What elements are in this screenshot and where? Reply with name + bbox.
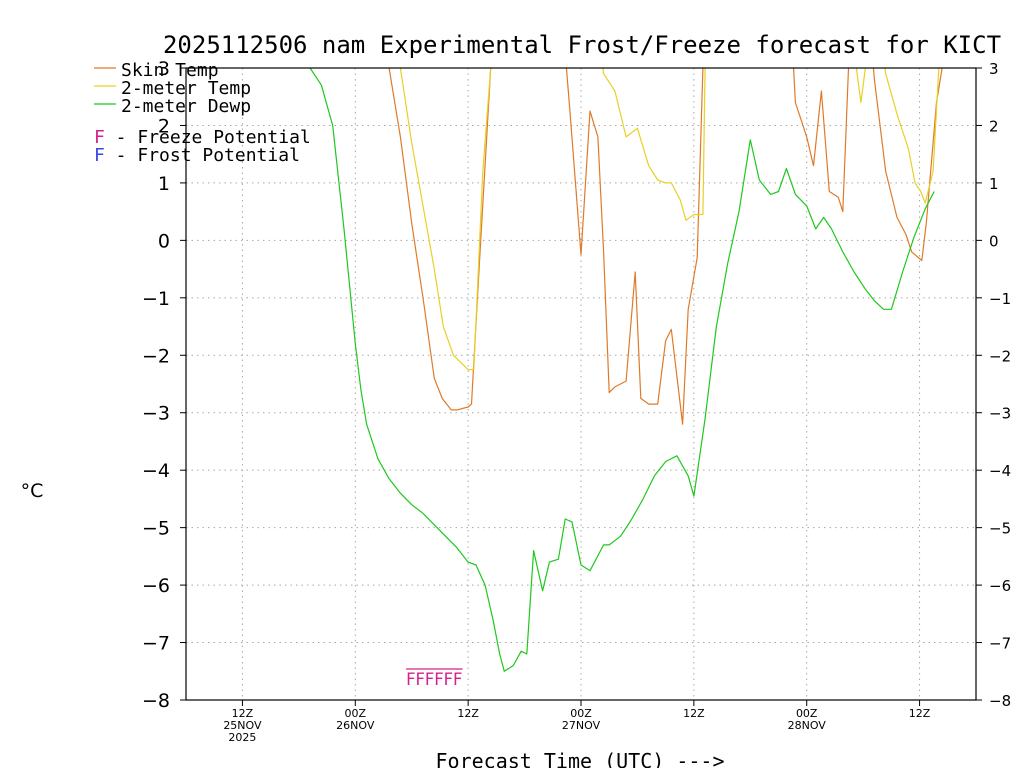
y-tick-label-right: 3 <box>989 60 999 78</box>
y-tick-label-right: −7 <box>989 635 1011 653</box>
x-tick-label: 27NOV <box>562 719 601 732</box>
y-tick-label: 3 <box>158 58 170 80</box>
y-tick-label: −3 <box>142 403 170 425</box>
y-tick-label-right: −3 <box>989 405 1011 423</box>
x-tick-label: 12Z <box>457 707 479 720</box>
x-tick-label: 2025 <box>228 731 256 744</box>
y-axis-right: 3 2 1 0 −1 −2 −3 −4 −5 −6 −7 −8 <box>976 60 1011 710</box>
y-tick-label: −2 <box>142 345 170 367</box>
y-tick-label-right: −5 <box>989 520 1011 538</box>
freeze-markers: FFFFFF <box>406 668 463 690</box>
x-axis-label: Forecast Time (UTC) ---> <box>436 749 725 768</box>
x-tick-label: 12Z <box>232 707 254 720</box>
y-tick-label: −6 <box>142 575 170 597</box>
legend-label: Skin Temp <box>121 60 219 81</box>
y-tick-label: −5 <box>142 518 170 540</box>
y-tick-label-right: 2 <box>989 117 999 135</box>
grid-lines <box>186 68 976 700</box>
x-tick-label: 12Z <box>909 707 931 720</box>
y-tick-label-right: −1 <box>989 290 1011 308</box>
legend-label: 2-meter Temp <box>121 78 251 99</box>
legend-marker: F <box>94 145 105 166</box>
y-axis-label: °C <box>21 480 44 502</box>
x-tick-label: 12Z <box>683 707 705 720</box>
series-line-skin-temp <box>388 68 943 425</box>
x-tick-label: 00Z <box>570 707 592 720</box>
legend-label: F - Freeze Potential <box>94 127 311 148</box>
y-tick-label: −4 <box>142 460 170 482</box>
legend-label: 2-meter Dewp <box>121 96 251 117</box>
freeze-marker-text: FFFFFF <box>406 670 462 690</box>
legend-marker-label: - Frost Potential <box>105 145 300 166</box>
x-tick-label: 00Z <box>796 707 818 720</box>
y-tick-label: −1 <box>142 288 170 310</box>
series-line-2-meter-temp <box>399 68 940 371</box>
legend-label: F - Frost Potential <box>94 145 300 166</box>
chart-title: 2025112506 nam Experimental Frost/Freeze… <box>163 31 1001 59</box>
y-tick-label: 2 <box>158 115 170 137</box>
y-tick-label: −7 <box>142 633 170 655</box>
y-tick-label-right: 1 <box>989 175 999 193</box>
y-tick-label-right: 0 <box>989 232 999 250</box>
y-tick-label: 0 <box>158 230 170 252</box>
y-axis-left: 3 2 1 0 −1 −2 −3 −4 −5 −6 −7 −8 <box>142 58 186 712</box>
y-tick-label: −8 <box>142 690 170 712</box>
y-tick-label-right: −8 <box>989 692 1011 710</box>
y-tick-label-right: −4 <box>989 462 1011 480</box>
y-tick-label-right: −2 <box>989 347 1011 365</box>
legend-marker: F <box>94 127 105 148</box>
x-tick-label: 28NOV <box>788 719 827 732</box>
x-tick-label: 00Z <box>345 707 367 720</box>
x-tick-label: 26NOV <box>336 719 375 732</box>
y-tick-label-right: −6 <box>989 577 1011 595</box>
x-tick-label: 25NOV <box>223 719 262 732</box>
y-tick-label: 1 <box>158 173 170 195</box>
series-line-2-meter-dewp <box>309 68 935 672</box>
series-layer <box>309 68 943 672</box>
legend-marker-label: - Freeze Potential <box>105 127 311 148</box>
